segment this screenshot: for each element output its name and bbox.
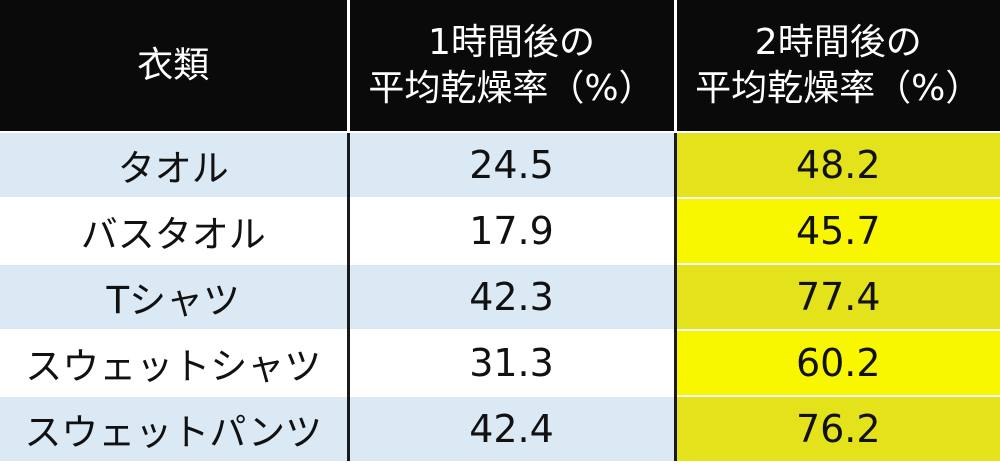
table-row: バスタオル 17.9 45.7	[0, 197, 1000, 264]
row-after-2h-value: 77.4	[673, 263, 1000, 330]
header-after-1h: 1時間後の 平均乾燥率（%）	[346, 0, 675, 132]
row-after-2h-value: 60.2	[673, 329, 1000, 396]
row-item-name: Tシャツ	[0, 263, 348, 330]
table-row: Tシャツ 42.3 77.4	[0, 263, 1000, 330]
header-after-2h-line2: 平均乾燥率（%）	[695, 67, 982, 109]
row-item-name: スウェットシャツ	[0, 329, 348, 396]
row-after-1h-value: 42.3	[346, 263, 675, 330]
table-row: タオル 24.5 48.2	[0, 131, 1000, 198]
row-after-1h-value: 17.9	[346, 197, 675, 264]
row-after-2h-value: 45.7	[673, 197, 1000, 264]
header-after-1h-line1: 1時間後の	[428, 21, 595, 63]
table-header: 衣類 1時間後の 平均乾燥率（%） 2時間後の 平均乾燥率（%）	[0, 0, 1000, 132]
header-row: 衣類 1時間後の 平均乾燥率（%） 2時間後の 平均乾燥率（%）	[0, 0, 1000, 132]
row-item-name: タオル	[0, 131, 348, 198]
table-body: タオル 24.5 48.2 バスタオル 17.9 45.7 Tシャツ 42.3 …	[0, 131, 1000, 461]
table-row: スウェットシャツ 31.3 60.2	[0, 329, 1000, 396]
header-after-2h: 2時間後の 平均乾燥率（%）	[673, 0, 1000, 132]
row-item-name: バスタオル	[0, 197, 348, 264]
row-after-1h-value: 24.5	[346, 131, 675, 198]
row-after-2h-value: 48.2	[673, 131, 1000, 198]
row-after-2h-value: 76.2	[673, 395, 1000, 461]
row-after-1h-value: 42.4	[346, 395, 675, 461]
row-after-1h-value: 31.3	[346, 329, 675, 396]
table-row: スウェットパンツ 42.4 76.2	[0, 395, 1000, 461]
header-after-1h-line2: 平均乾燥率（%）	[368, 67, 655, 109]
header-after-2h-line1: 2時間後の	[754, 21, 922, 63]
row-item-name: スウェットパンツ	[0, 395, 348, 461]
drying-rate-table: 衣類 1時間後の 平均乾燥率（%） 2時間後の 平均乾燥率（%） タオル 24.…	[0, 0, 1000, 461]
header-category: 衣類	[0, 0, 348, 132]
header-category-label: 衣類	[137, 44, 210, 86]
